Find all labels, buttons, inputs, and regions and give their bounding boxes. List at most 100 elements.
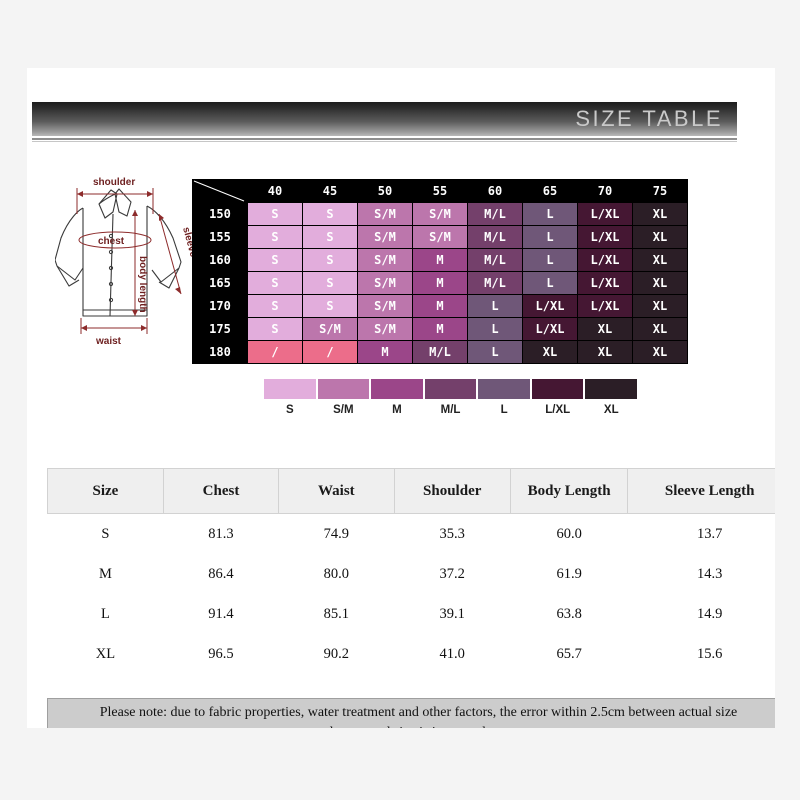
matrix-cell: / — [303, 341, 357, 363]
table-cell: 90.2 — [278, 634, 395, 674]
legend-swatch-s — [263, 378, 317, 400]
matrix-cell: S/M — [358, 295, 412, 317]
matrix-row-header-180: 180 — [193, 341, 247, 363]
table-cell: 80.0 — [278, 554, 395, 594]
matrix-cell: XL — [633, 295, 687, 317]
matrix-cell: S — [248, 318, 302, 340]
col-header-shoulder: Shoulder — [393, 468, 511, 514]
banner-rule-dark — [32, 138, 737, 140]
matrix-cell: S — [303, 249, 357, 271]
matrix-cell: S — [248, 272, 302, 294]
color-legend: S S/M M M/L L L/XL XL — [263, 378, 639, 416]
matrix-cell: L/XL — [523, 318, 577, 340]
matrix-col-header-75: 75 — [633, 180, 687, 202]
shirt-measurement-diagram: shoulder chest waist sleeve body length — [55, 168, 200, 348]
matrix-cell: XL — [633, 226, 687, 248]
matrix-cell: S/M — [413, 226, 467, 248]
table-cell: 39.1 — [393, 594, 511, 634]
diagram-label-chest: chest — [98, 236, 125, 247]
matrix-cell: L/XL — [523, 295, 577, 317]
col-header-chest: Chest — [162, 468, 280, 514]
matrix-cell: XL — [578, 341, 632, 363]
col-header-size: Size — [47, 468, 164, 514]
matrix-row-header-170: 170 — [193, 295, 247, 317]
table-cell: L — [47, 594, 164, 634]
matrix-cell: S — [303, 226, 357, 248]
matrix-cell: M/L — [468, 203, 522, 225]
matrix-row: 180// M M/L L XL XL XL — [193, 341, 687, 363]
matrix-cell: L — [468, 295, 522, 317]
matrix-row: 170 S S S/M M L L/XL L/XL XL — [193, 295, 687, 317]
table-cell: S — [47, 513, 164, 554]
matrix-cell: L — [468, 341, 522, 363]
matrix-cell: XL — [633, 341, 687, 363]
legend-swatch-s-m — [316, 378, 371, 400]
matrix-cell: XL — [633, 318, 687, 340]
matrix-cell: S — [303, 203, 357, 225]
matrix-cell: M/L — [468, 249, 522, 271]
table-row: S 81.3 74.9 35.3 60.0 13.7 — [47, 513, 775, 554]
legend-label-m: M — [392, 404, 402, 416]
matrix-row: 155 S S S/M S/M M/L L L/XL XL — [193, 226, 687, 248]
matrix-col-header-55: 55 — [413, 180, 467, 202]
table-cell: 91.4 — [162, 594, 280, 634]
matrix-cell: S/M — [358, 272, 412, 294]
matrix-cell: S — [303, 272, 357, 294]
size-table-banner: SIZE TABLE — [32, 102, 737, 136]
matrix-cell: S/M — [358, 226, 412, 248]
matrix-cell: S — [248, 226, 302, 248]
matrix-cell: M — [413, 272, 467, 294]
table-cell: 41.0 — [393, 634, 511, 674]
matrix-cell: L/XL — [578, 249, 632, 271]
legend-label-xl: XL — [603, 404, 619, 416]
matrix-cell: L — [523, 226, 577, 248]
matrix-row-header-155: 155 — [193, 226, 247, 248]
note-line-2: and measured size is in normal range. — [50, 723, 775, 728]
matrix-cell: S/M — [358, 318, 412, 340]
matrix-row-header-175: 175 — [193, 318, 247, 340]
content-panel: SIZE TABLE — [27, 68, 775, 728]
table-cell: 86.4 — [162, 554, 280, 594]
table-cell: 61.9 — [509, 554, 629, 594]
table-cell: 96.5 — [162, 634, 280, 674]
banner-title: SIZE TABLE — [575, 106, 723, 131]
table-cell: 14.9 — [627, 594, 775, 634]
matrix-cell: L — [468, 318, 522, 340]
matrix-cell: S — [248, 295, 302, 317]
table-row: M 86.4 80.0 37.2 61.9 14.3 — [47, 554, 775, 594]
matrix-row-header-160: 160 — [193, 249, 247, 271]
matrix-cell: L/XL — [578, 295, 632, 317]
matrix-col-header-70: 70 — [578, 180, 632, 202]
matrix-corner-cell — [193, 180, 247, 202]
matrix-cell: M — [358, 341, 412, 363]
matrix-cell: XL — [633, 203, 687, 225]
table-cell: XL — [47, 634, 164, 674]
matrix-cell: L/XL — [578, 226, 632, 248]
diagram-label-waist: waist — [95, 336, 122, 347]
matrix-cell: L — [523, 272, 577, 294]
col-header-waist: Waist — [278, 468, 395, 514]
matrix-cell: L/XL — [578, 203, 632, 225]
legend-swatch-row — [263, 378, 639, 400]
matrix-cell: XL — [633, 249, 687, 271]
matrix-cell: S/M — [413, 203, 467, 225]
matrix-header-row: 40 45 50 55 60 65 70 75 — [193, 180, 687, 202]
legend-swatch-l — [477, 378, 531, 400]
table-cell: 37.2 — [393, 554, 511, 594]
matrix-col-header-50: 50 — [358, 180, 412, 202]
matrix-cell: L/XL — [578, 272, 632, 294]
legend-label-s-m: S/M — [333, 404, 354, 416]
matrix-col-header-65: 65 — [523, 180, 577, 202]
matrix-cell: M — [413, 249, 467, 271]
legend-label-l-xl: L/XL — [545, 404, 571, 416]
legend-label-s: S — [285, 404, 294, 416]
table-cell: 74.9 — [278, 513, 395, 554]
table-cell: 85.1 — [278, 594, 395, 634]
table-cell: 81.3 — [162, 513, 280, 554]
matrix-row: 175 S S/M S/M M L L/XL XL XL — [193, 318, 687, 340]
legend-label-row: S S/M M M/L L L/XL XL — [263, 404, 638, 416]
matrix-cell: M/L — [468, 272, 522, 294]
matrix-row-header-165: 165 — [193, 272, 247, 294]
matrix-cell: S/M — [358, 249, 412, 271]
matrix-row: 160 S S S/M M M/L L L/XL XL — [193, 249, 687, 271]
